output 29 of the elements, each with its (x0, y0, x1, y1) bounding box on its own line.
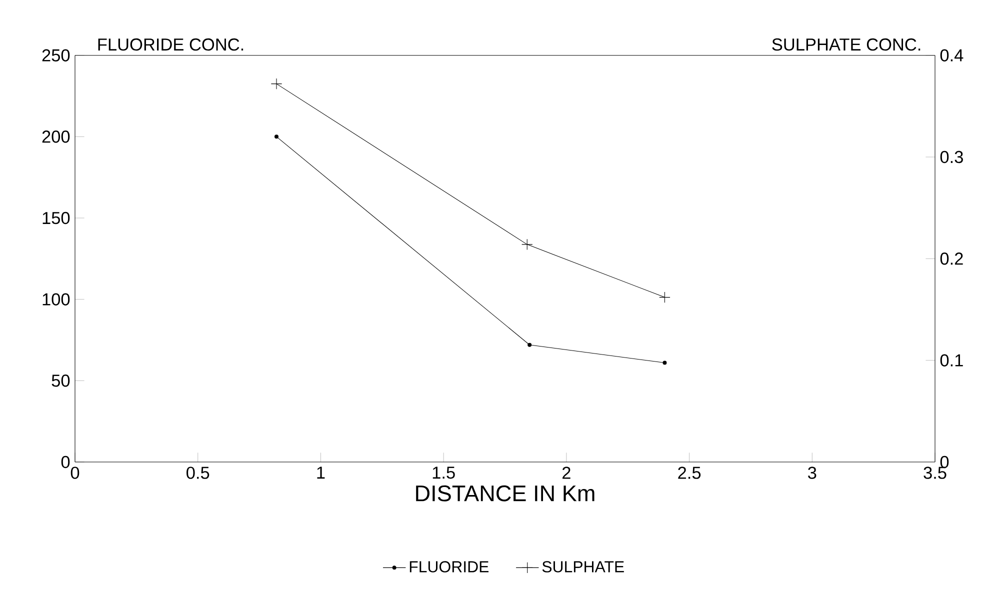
y-tick-label: 0 (61, 456, 70, 468)
y-tick-label: 100 (42, 293, 70, 306)
x-tick-label: 3 (808, 466, 816, 479)
y2-tick-label: 0.4 (940, 49, 964, 62)
legend-label: FLUORIDE (410, 561, 489, 572)
y-tick-label: 50 (52, 374, 70, 387)
point (659, 292, 670, 303)
y-tick-label: 200 (42, 130, 70, 143)
point (270, 78, 282, 90)
x-tick-label: 2.5 (678, 466, 701, 479)
y2-tick-label: 0.3 (940, 150, 963, 164)
x-tick-label: 0.5 (186, 466, 210, 479)
x-tick-label: 0 (70, 466, 80, 479)
x-tick-label: 2 (562, 466, 570, 479)
y-axis-title: FLUORIDE CONC. (98, 38, 244, 51)
point (274, 134, 278, 139)
y-tick-label: 250 (42, 49, 70, 62)
y2-tick-label: 0.2 (940, 252, 963, 265)
y2-tick-label: 0.1 (940, 354, 963, 366)
legend-label: SULPHATE (542, 561, 624, 572)
x-axis-title: DISTANCE IN Km (416, 485, 594, 502)
x-tick-label: 1 (317, 466, 325, 479)
point (522, 238, 533, 250)
y2-axis-title: SULPHATE CONC. (772, 38, 920, 51)
x-tick-label: 3.5 (924, 466, 946, 479)
point (662, 360, 667, 365)
y-tick-label: 150 (42, 212, 70, 224)
point (528, 342, 532, 347)
x-tick-label: 1.5 (432, 466, 455, 479)
